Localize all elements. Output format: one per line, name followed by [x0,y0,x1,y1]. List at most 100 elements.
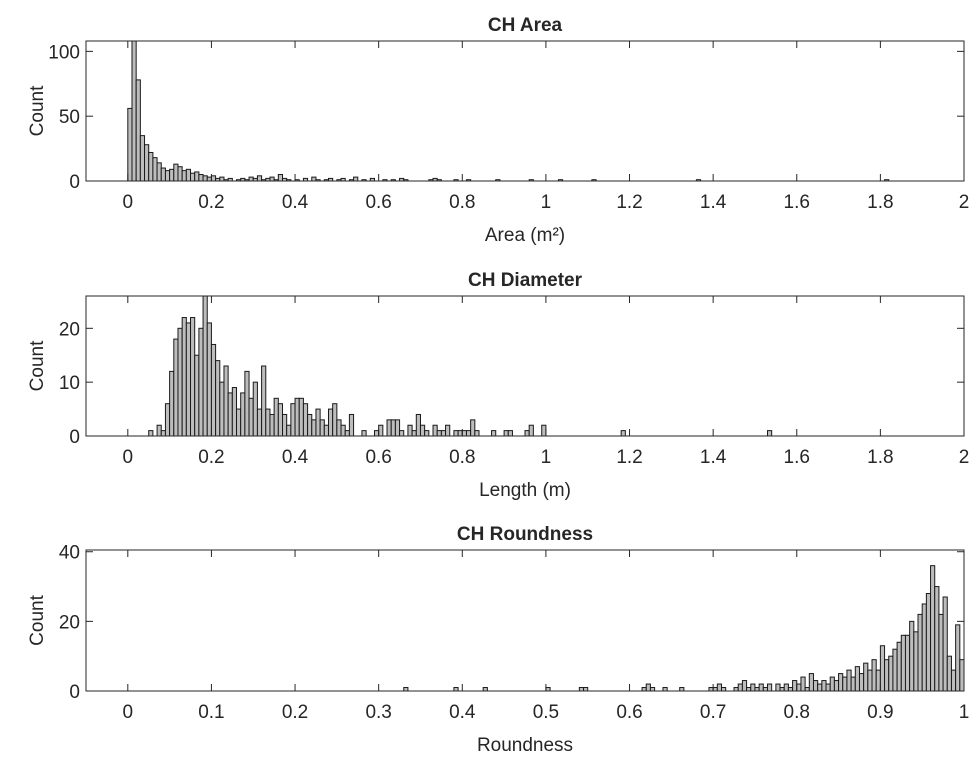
bar [453,687,459,691]
axes-box [85,549,965,692]
x-tick-label: 1.6 [784,447,810,468]
bar [783,683,789,691]
bar [925,593,932,691]
x-tick-label: 1.2 [616,447,642,468]
bar [792,680,798,691]
bar [578,687,585,691]
bar [361,430,367,436]
bar [248,176,254,181]
y-tick-label: 0 [69,682,80,703]
x-tick-label: 0.6 [616,702,642,723]
axes-box [85,40,965,182]
x-axis-label: Roundness [477,735,573,753]
bar [190,172,196,181]
bar [787,687,794,691]
bar [173,163,179,181]
bar [424,430,430,436]
bar [812,680,819,691]
bar [754,687,760,691]
bar [277,174,284,181]
bar [210,343,217,436]
bar [465,430,472,436]
bar [315,179,321,181]
x-tick-label: 0.9 [867,702,893,723]
bar [775,683,781,691]
bar [327,177,334,181]
bar [528,424,534,436]
bar [750,683,756,691]
bar [202,175,208,181]
bar [766,430,773,436]
bar [399,430,405,436]
bar [344,430,350,436]
x-tick-label: 0.2 [198,192,224,213]
bar [620,430,626,436]
x-axis-label: Length (m) [479,480,571,501]
bar [946,655,952,691]
y-tick-label: 20 [59,319,80,340]
bar [156,162,162,181]
x-tick-label: 1 [541,447,552,468]
bar [386,419,392,436]
bar [804,687,810,691]
bar [829,676,835,691]
bar [591,179,597,181]
bar [219,176,225,181]
bar [194,171,200,181]
axes-box [85,295,965,437]
x-tick-label: 0.6 [365,447,391,468]
bar [896,641,902,691]
x-tick-label: 1 [541,192,552,213]
y-tick-label: 20 [59,612,80,633]
y-tick-label: 50 [59,107,80,128]
y-axis-label: Count [27,85,48,136]
bar [302,177,309,181]
bar [888,655,894,691]
x-tick-label: 0.8 [449,447,475,468]
x-tick-label: 0.3 [365,702,391,723]
bar [273,397,279,436]
bar [821,680,827,691]
bar [223,365,229,436]
bar [445,424,451,436]
x-tick-label: 0 [123,702,134,723]
bar [457,430,463,436]
bar [323,424,329,436]
bar [302,403,309,436]
bar [206,322,212,436]
x-tick-label: 1.2 [616,192,642,213]
bar [244,370,250,436]
bar [286,179,292,181]
bar [181,317,187,436]
bar [403,179,409,181]
x-tick-label: 0.8 [784,702,810,723]
bar [135,79,141,181]
bar [846,669,852,691]
bar [256,408,263,436]
bar [169,168,175,181]
bar [503,430,509,436]
bar [286,424,292,436]
x-tick-label: 0.4 [282,447,309,468]
bar [524,430,530,436]
bar [177,327,183,436]
bar [528,179,534,181]
bar [248,397,254,436]
bar [762,687,768,691]
y-tick-label: 0 [69,172,80,193]
bar [319,419,325,436]
bar [955,624,961,691]
bar [934,586,940,691]
bar [382,179,388,181]
bar [185,322,192,436]
bar [507,430,513,436]
bar [340,177,346,181]
bar [930,565,936,691]
bar [185,168,192,181]
bar [833,680,840,691]
bar [340,424,346,436]
x-tick-label: 1.6 [784,192,810,213]
bar [432,424,438,436]
bar [160,167,166,181]
bar [482,687,488,691]
